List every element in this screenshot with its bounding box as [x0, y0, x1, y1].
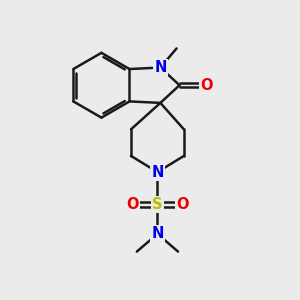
- Text: O: O: [176, 197, 189, 212]
- Text: S: S: [152, 197, 163, 212]
- Text: O: O: [200, 78, 212, 93]
- Text: N: N: [151, 165, 164, 180]
- Text: O: O: [126, 197, 139, 212]
- Text: N: N: [154, 60, 167, 75]
- Text: N: N: [151, 226, 164, 242]
